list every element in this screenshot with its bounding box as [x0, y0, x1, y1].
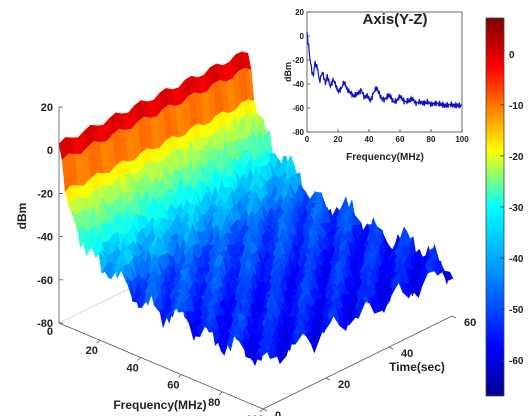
inset-plot-frame: [306, 11, 463, 133]
x-tick-mark: [137, 357, 141, 361]
x-tick-label: 60: [167, 380, 179, 392]
x-tick-mark: [218, 391, 223, 396]
colorbar-tick-label: -20: [509, 152, 524, 163]
x-tick-mark: [259, 408, 264, 413]
colorbar-tick-label: -50: [509, 305, 524, 316]
inset-x-tick-label: 40: [365, 135, 374, 144]
colorbar-tick-label: -10: [509, 101, 524, 112]
inset-chart: 200-20-40-60-800 20 40 60 80 100 Axis(Y-Z) dB…: [276, 6, 472, 163]
inset-background: [276, 6, 472, 156]
z-tick-label: 20: [41, 102, 53, 114]
y-axis-label: Time(sec): [389, 360, 445, 374]
z-axis-label: dBm: [15, 203, 29, 230]
y-tick-mark: [325, 377, 331, 381]
inset-series-line: [306, 32, 463, 110]
z-tick-label: 0: [47, 145, 53, 157]
x-tick-label: 80: [208, 397, 220, 409]
inset-x-tick-label: 0: [305, 135, 310, 144]
x-tick-mark: [96, 339, 101, 344]
inset-y-tick-label: 0: [300, 32, 305, 41]
surface-tick-labels: 200-20-40-60-800204060801000204060: [37, 102, 476, 416]
y-tick-label: 20: [338, 379, 350, 391]
x-tick-label: 20: [86, 345, 98, 357]
z-tick-label: -80: [37, 318, 53, 330]
inset-x-tick-label: 60: [396, 135, 405, 144]
colorbar-tick-label: -30: [509, 203, 524, 214]
colorbar-tick-label: 0: [509, 50, 515, 61]
inset-x-tick-label: 20: [334, 135, 343, 144]
inset-x-tick-label: 100: [455, 135, 469, 144]
y-tick-mark: [262, 408, 268, 412]
inset-axes: 200-20-40-60-800 20 40 60 80 100: [292, 8, 469, 144]
x-axis-label: Frequency(MHz): [113, 398, 206, 412]
inset-y-tick-label: -20: [292, 56, 304, 65]
x-tick-mark: [178, 374, 182, 378]
z-tick-label: -40: [37, 232, 53, 244]
surface-chart: 200-20-40-60-800204060801000204060 dBm F…: [15, 51, 476, 416]
inset-y-tick-label: -60: [292, 104, 304, 113]
y-axis-line: [262, 315, 453, 410]
surface-mesh: [58, 51, 454, 367]
x-tick-label: 100: [246, 414, 264, 416]
y-tick-mark: [388, 346, 394, 350]
z-tick-label: -20: [37, 188, 53, 200]
inset-y-tick-label: -40: [292, 80, 304, 89]
surface-patch: [260, 343, 271, 359]
y-tick-label: 40: [401, 348, 413, 360]
inset-y-tick-label: 20: [295, 8, 304, 17]
colorbar-tick-label: -60: [509, 356, 524, 367]
colorbar-ticks: 0 -10 -20 -30 -40 -50 -60: [500, 50, 524, 367]
x-tick-label: 40: [126, 362, 138, 374]
z-tick-label: -60: [37, 275, 53, 287]
inset-y-tick-label: -80: [292, 128, 304, 137]
x-axis-line: [58, 322, 264, 410]
colorbar: 0 -10 -20 -30 -40 -50 -60: [485, 17, 524, 397]
colorbar-tick-label: -40: [509, 254, 524, 265]
y-tick-label: 0: [275, 410, 281, 416]
inset-y-axis-label: dBm: [283, 62, 293, 82]
x-tick-label: 0: [47, 326, 53, 338]
y-tick-mark: [451, 315, 457, 319]
inset-title: Axis(Y-Z): [362, 11, 427, 28]
inset-x-axis-label: Frequency(MHz): [346, 152, 424, 163]
y-tick-label: 60: [464, 317, 476, 329]
inset-x-tick-label: 80: [427, 135, 436, 144]
